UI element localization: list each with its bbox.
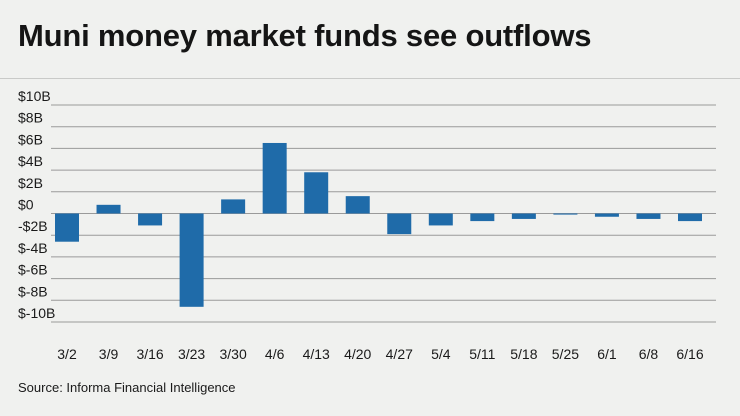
x-axis-tick-labels: 3/2 3/9 3/16 3/23 3/30 4/6 4/13 4/20 4/27 5/4 5/11… <box>57 346 704 362</box>
gridlines <box>51 104 716 323</box>
y-tick-label: -$2B <box>18 218 48 234</box>
bar-4-6 <box>262 142 287 214</box>
bar-4-13 <box>304 172 329 214</box>
x-tick-label: 3/16 <box>136 346 163 362</box>
y-tick-label: $2B <box>18 175 43 191</box>
y-tick-label: $4B <box>18 153 43 169</box>
x-tick-label: 4/13 <box>303 346 330 362</box>
x-tick-label: 5/25 <box>552 346 579 362</box>
y-tick-label: $10B <box>18 88 51 104</box>
bar-3-2 <box>55 213 79 242</box>
y-tick-label: $6B <box>18 131 43 147</box>
bar-5-11 <box>470 213 495 222</box>
bar-6-1 <box>594 213 619 217</box>
y-tick-label: $8B <box>18 110 43 126</box>
x-tick-label: 6/8 <box>639 346 659 362</box>
bar-3-9 <box>96 204 121 214</box>
y-tick-label: $-4B <box>18 240 48 256</box>
bars <box>55 142 702 307</box>
x-tick-label: 3/9 <box>99 346 119 362</box>
x-tick-label: 4/6 <box>265 346 285 362</box>
bar-3-16 <box>138 213 163 226</box>
bar-3-23 <box>179 213 204 307</box>
bar-4-20 <box>345 196 370 214</box>
x-tick-label: 4/20 <box>344 346 371 362</box>
bar-5-18 <box>511 213 536 219</box>
x-tick-label: 3/2 <box>57 346 77 362</box>
x-tick-label: 5/4 <box>431 346 451 362</box>
bar-4-27 <box>387 213 412 235</box>
bar-5-4 <box>428 213 453 226</box>
bar-5-25 <box>553 213 578 215</box>
title-divider <box>0 78 740 79</box>
y-tick-label: $0 <box>18 197 34 213</box>
x-tick-label: 6/1 <box>597 346 617 362</box>
x-tick-label: 5/11 <box>469 346 495 362</box>
source-note: Source: Informa Financial Intelligence <box>18 380 236 395</box>
x-tick-label: 4/27 <box>386 346 413 362</box>
bar-3-30 <box>221 199 246 214</box>
x-tick-label: 3/23 <box>178 346 205 362</box>
x-tick-label: 6/16 <box>676 346 703 362</box>
y-tick-label: $-8B <box>18 283 48 299</box>
y-axis-tick-labels: $10B $8B $6B $4B $2B $0 -$2B $-4B $-6B $-8B $-10B <box>18 88 55 321</box>
bar-6-8 <box>636 213 661 219</box>
x-tick-label: 3/30 <box>220 346 247 362</box>
y-tick-label: $-10B <box>18 305 55 321</box>
bar-6-16 <box>678 213 702 222</box>
chart-title: Muni money market funds see outflows <box>18 18 592 53</box>
x-tick-label: 5/18 <box>510 346 537 362</box>
y-tick-label: $-6B <box>18 262 48 278</box>
